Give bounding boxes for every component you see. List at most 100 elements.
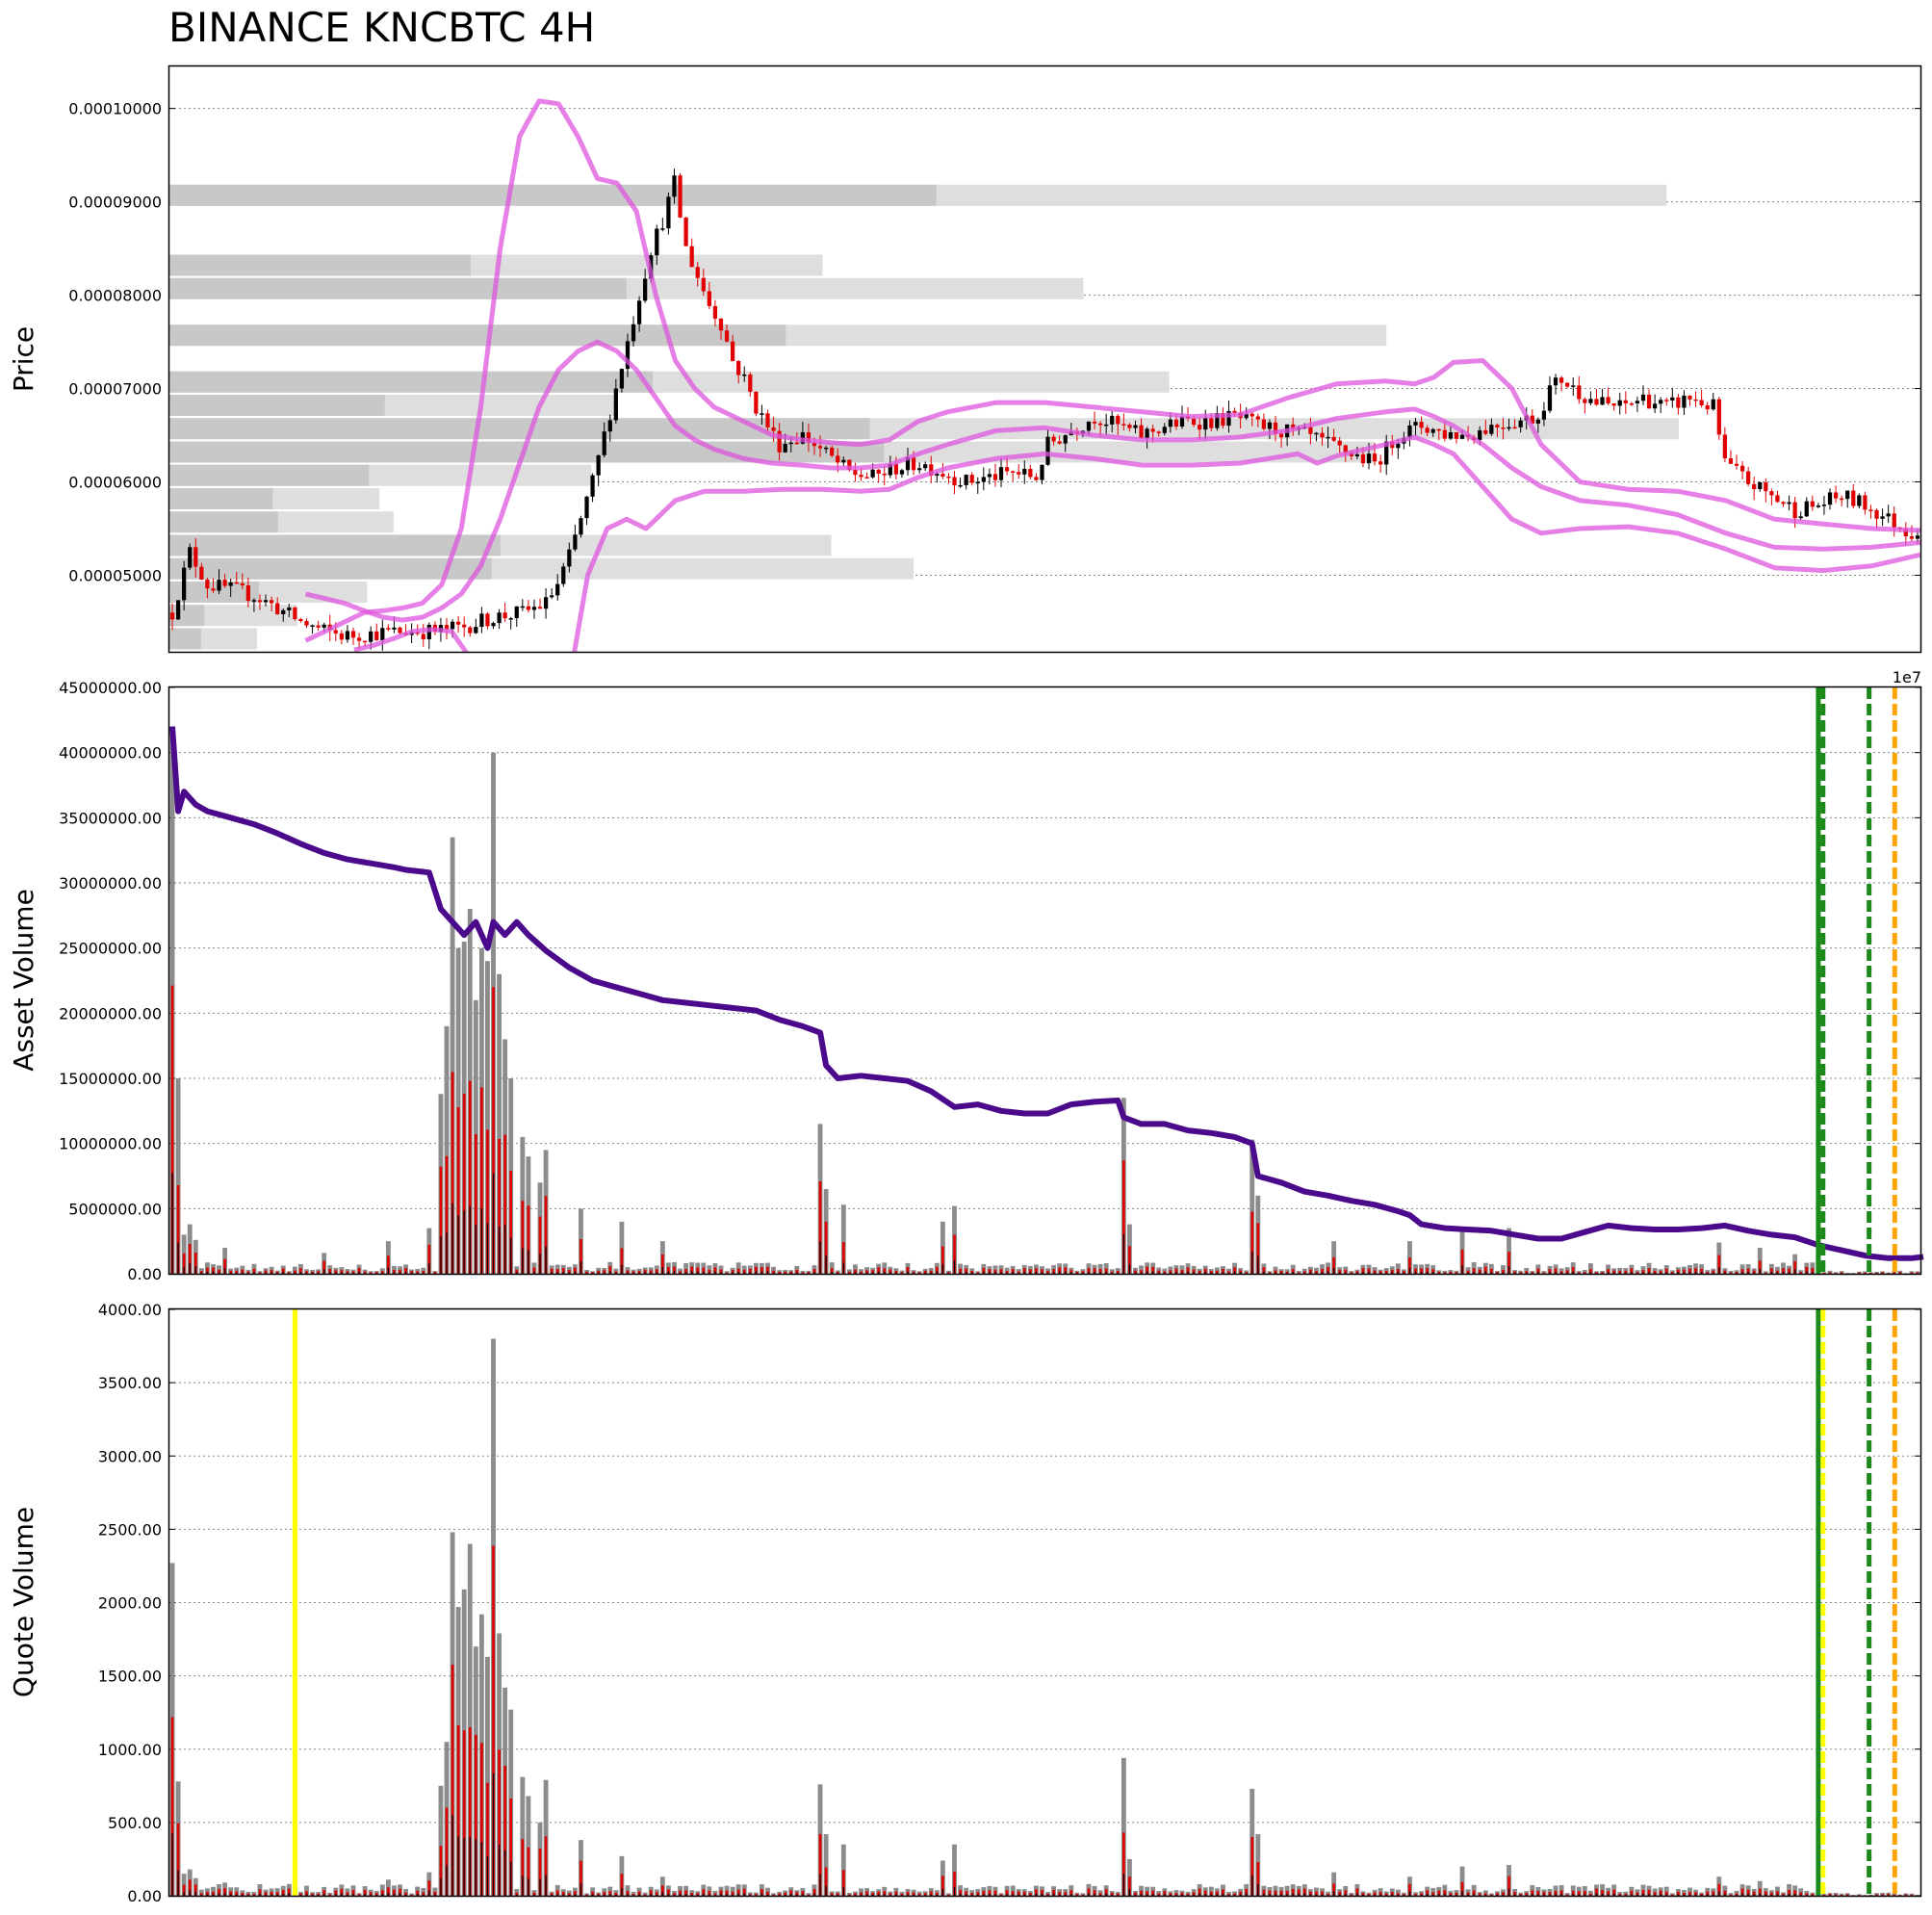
candle-down [1173,419,1179,427]
candle-down [1764,481,1768,492]
candle-up [1635,401,1640,403]
asset-volume-bar-buy [282,1272,284,1274]
quote-volume-bar-buy [1076,1895,1078,1896]
candle-down [1097,423,1103,426]
asset-volume-bar-buy [223,1268,226,1274]
asset-volume-moving-average-line [169,726,1924,1261]
asset-volume-bar-sell [812,1269,816,1274]
asset-volume-bar-buy [1770,1272,1772,1274]
asset-volume-bar-total [1734,1270,1739,1274]
quote-volume-bar-sell [509,1798,513,1896]
asset-volume-bar-buy [516,1272,518,1274]
candle-down [1892,513,1896,528]
quote-volume-bar-sell [970,1893,974,1896]
quote-volume-bar-buy [644,1895,646,1896]
asset-volume-bar-sell [212,1267,215,1274]
quote-volume-bar-buy [568,1895,570,1896]
quote-volume-bar-buy [691,1894,693,1896]
quote-volume-bar-sell [1571,1890,1575,1896]
asset-volume-bar-buy [1438,1273,1440,1274]
quote-volume-bar-sell [193,1884,197,1896]
asset-volume-bar-buy [434,1273,436,1274]
asset-volume-bar-buy [1625,1272,1627,1274]
asset-volume-bar-sell [246,1271,250,1274]
quote-volume-bar-buy [802,1894,804,1896]
candle-down [718,318,724,331]
quote-volume-bar-sell [708,1890,711,1896]
quote-volume-bar-sell [854,1893,857,1896]
asset-volume-bar-sell [742,1269,746,1274]
quote-volume-bar-sell [1420,1893,1423,1896]
quote-volume-bar-sell [1735,1893,1739,1896]
quote-volume-bar-buy [1385,1895,1387,1896]
asset-volume-bar-total [1471,1261,1477,1274]
quote-volume-bar-sell [492,1545,495,1896]
asset-volume-bar-buy [1059,1271,1061,1274]
asset-volume-bar-sell [1490,1268,1493,1274]
quote-volume-bars [169,1338,1920,1896]
asset-volume-bar-sell [294,1270,296,1274]
asset-volume-bar-sell [241,1269,245,1274]
quote-volume-bar-buy [1333,1891,1335,1896]
quote-volume-bar-sell [275,1892,279,1896]
candle-up [345,631,350,640]
quote-volume-bar-total [1587,1890,1593,1896]
quote-volume-bar-sell [1239,1891,1242,1896]
quote-volume-tick-label: 4000.00 [98,1301,162,1319]
candle-down [1664,400,1669,401]
candle-down [1874,509,1879,519]
asset-volume-bar-sell [1542,1272,1546,1274]
asset-volume-bar-buy [387,1267,389,1274]
quote-volume-bar-sell [380,1890,384,1896]
asset-volume-bar-buy [311,1273,314,1274]
candle-down [1004,467,1010,472]
quote-volume-bar-sell [532,1892,536,1896]
quote-volume-bar-buy [580,1883,582,1896]
asset-volume-bar-buy [831,1271,833,1274]
candle-down [724,330,730,342]
volume-profile-bar-buy [169,324,786,347]
asset-volume-bar-sell [1799,1272,1803,1274]
quote-volume-bar-sell [1058,1891,1061,1896]
asset-volume-bar-sell [387,1255,390,1274]
quote-volume-bar-total [514,1888,520,1896]
asset-volume-bar-sell [1683,1269,1686,1274]
candle-up [935,474,940,477]
quote-volume-bar-buy [1158,1895,1160,1896]
candle-down [1127,425,1132,428]
quote-volume-bar-buy [1023,1894,1025,1896]
quote-volume-bar-buy [1006,1893,1008,1896]
asset-volume-bar-buy [1677,1272,1679,1274]
quote-volume-bar-total [1553,1885,1558,1896]
quote-volume-bar-sell [1478,1893,1481,1896]
asset-volume-bar-sell [953,1234,956,1274]
quote-volume-bar-sell [1653,1892,1657,1896]
quote-volume-bar-buy [1555,1894,1557,1896]
asset-volume-bar-sell [719,1269,723,1274]
candle-down [1232,410,1237,413]
asset-volume-bar-buy [989,1272,991,1274]
quote-volume-bar-sell [1887,1894,1890,1896]
asset-volume-bar-buy [790,1273,792,1274]
quote-volume-bar-sell [340,1888,344,1896]
asset-volume-bar-buy [632,1273,634,1274]
asset-volume-bar-sell [1245,1272,1249,1274]
quote-volume-bar-buy [1724,1894,1726,1896]
quote-volume-bar-sell [597,1893,600,1896]
quote-volume-bar-total [1682,1889,1687,1896]
quote-volume-bar-buy [1099,1895,1101,1896]
quote-volume-bar-sell [1186,1893,1190,1896]
quote-volume-bar-buy [223,1893,226,1896]
quote-volume-bar-sell [229,1891,232,1896]
quote-volume-bar-sell [713,1893,717,1896]
candle-down [1705,404,1710,410]
candle-down [689,246,694,268]
quote-volume-bar-buy [1741,1893,1743,1896]
candle-up [760,413,764,415]
quote-volume-bar-buy [1736,1895,1738,1896]
quote-volume-bar-buy [650,1893,652,1896]
asset-volume-bar-buy [959,1272,962,1274]
asset-volume-moving-average [169,726,1924,1261]
asset-volume-bar-buy [323,1269,325,1274]
quote-volume-bar-buy [480,1842,482,1896]
